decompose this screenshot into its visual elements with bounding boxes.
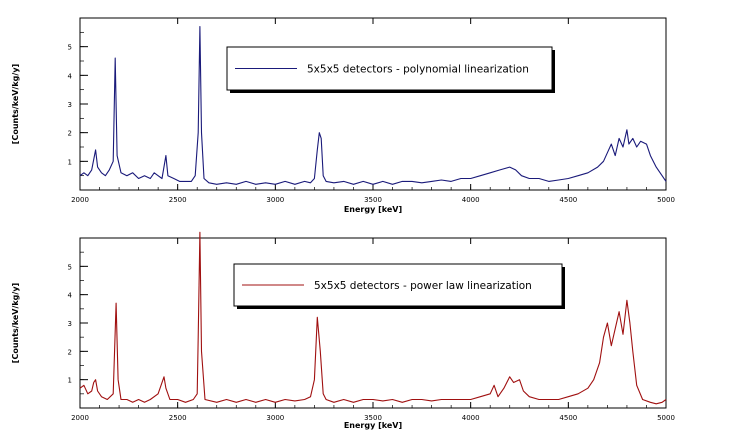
legend-label: 5x5x5 detectors - polynomial linearizati… (307, 64, 529, 76)
legend-label: 5x5x5 detectors - power law linearizatio… (314, 280, 532, 292)
x-tick-label: 3500 (364, 196, 382, 204)
y-axis-title: [Counts/keV/kg/y] (11, 283, 20, 363)
y-tick-label: 1 (68, 377, 72, 385)
x-tick-label: 2500 (169, 196, 187, 204)
x-tick-label: 3500 (364, 414, 382, 422)
x-tick-label: 2000 (71, 414, 89, 422)
y-tick-label: 4 (68, 292, 73, 300)
x-tick-label: 3000 (266, 414, 284, 422)
chart-panel-1: 2000 2500 3000 3500 4000 4500 5000 1 2 3 4 5 Energy … (11, 17, 675, 214)
y-axis-title: [Counts/keV/kg/y] (11, 64, 20, 144)
series-line (79, 26, 667, 185)
x-tick-label: 4000 (462, 414, 480, 422)
x-axis-title: Energy [keV] (344, 421, 402, 430)
legend: 5x5x5 detectors - polynomial linearizati… (226, 46, 555, 93)
legend-box (226, 46, 553, 91)
x-tick-label: 5000 (657, 414, 675, 422)
x-tick-label: 4500 (559, 196, 577, 204)
x-tick-label: 2000 (71, 196, 89, 204)
y-tick-label: 3 (68, 101, 72, 109)
chart-panel-2: 2000 2500 3000 3500 4000 4500 5000 1 2 3 4 5 Energy … (11, 231, 675, 430)
y-tick-label: 4 (68, 72, 73, 80)
y-tick-label: 2 (68, 130, 72, 138)
y-tick-label: 3 (68, 320, 72, 328)
series-line (79, 231, 667, 405)
y-tick-label: 5 (68, 263, 72, 271)
legend: 5x5x5 detectors - power law linearizatio… (233, 263, 565, 309)
x-axis-title: Energy [keV] (344, 205, 402, 214)
x-tick-label: 5000 (657, 196, 675, 204)
y-tick-label: 5 (68, 44, 72, 52)
y-tick-label: 1 (68, 158, 72, 166)
x-tick-label: 4000 (462, 196, 480, 204)
y-tick-label: 2 (68, 348, 72, 356)
x-tick-label: 4500 (559, 414, 577, 422)
plot-frame (79, 17, 667, 191)
x-tick-label: 3000 (266, 196, 284, 204)
x-tick-label: 2500 (169, 414, 187, 422)
